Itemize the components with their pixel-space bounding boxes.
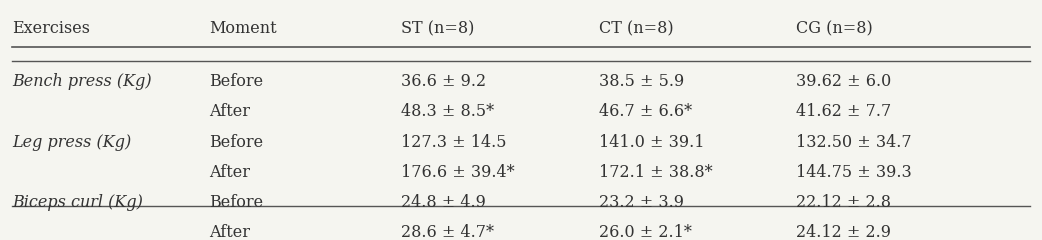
Text: 38.5 ± 5.9: 38.5 ± 5.9 [599,73,685,90]
Text: 172.1 ± 38.8*: 172.1 ± 38.8* [599,164,713,181]
Text: CG (n=8): CG (n=8) [796,20,873,37]
Text: 22.12 ± 2.8: 22.12 ± 2.8 [796,194,891,211]
Text: 39.62 ± 6.0: 39.62 ± 6.0 [796,73,892,90]
Text: After: After [209,164,250,181]
Text: Biceps curl (Kg): Biceps curl (Kg) [11,194,143,211]
Text: 28.6 ± 4.7*: 28.6 ± 4.7* [401,224,495,240]
Text: 132.50 ± 34.7: 132.50 ± 34.7 [796,133,912,150]
Text: Before: Before [209,73,264,90]
Text: Before: Before [209,194,264,211]
Text: Bench press (Kg): Bench press (Kg) [11,73,151,90]
Text: 46.7 ± 6.6*: 46.7 ± 6.6* [599,103,692,120]
Text: 176.6 ± 39.4*: 176.6 ± 39.4* [401,164,515,181]
Text: 36.6 ± 9.2: 36.6 ± 9.2 [401,73,487,90]
Text: 41.62 ± 7.7: 41.62 ± 7.7 [796,103,892,120]
Text: Moment: Moment [209,20,277,37]
Text: 127.3 ± 14.5: 127.3 ± 14.5 [401,133,507,150]
Text: After: After [209,224,250,240]
Text: Before: Before [209,133,264,150]
Text: 23.2 ± 3.9: 23.2 ± 3.9 [599,194,684,211]
Text: 24.8 ± 4.9: 24.8 ± 4.9 [401,194,487,211]
Text: Exercises: Exercises [11,20,90,37]
Text: 48.3 ± 8.5*: 48.3 ± 8.5* [401,103,495,120]
Text: ST (n=8): ST (n=8) [401,20,475,37]
Text: Leg press (Kg): Leg press (Kg) [11,133,131,150]
Text: 24.12 ± 2.9: 24.12 ± 2.9 [796,224,891,240]
Text: After: After [209,103,250,120]
Text: 144.75 ± 39.3: 144.75 ± 39.3 [796,164,912,181]
Text: CT (n=8): CT (n=8) [599,20,673,37]
Text: 26.0 ± 2.1*: 26.0 ± 2.1* [599,224,692,240]
Text: 141.0 ± 39.1: 141.0 ± 39.1 [599,133,704,150]
